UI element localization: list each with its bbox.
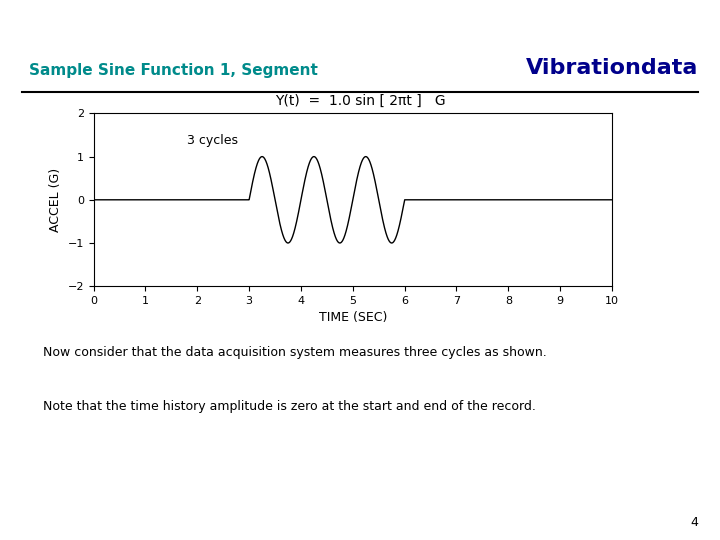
Y-axis label: ACCEL (G): ACCEL (G) xyxy=(49,168,62,232)
Text: Now consider that the data acquisition system measures three cycles as shown.: Now consider that the data acquisition s… xyxy=(43,346,547,359)
Text: Y(t)  =  1.0 sin [ 2πt ]   G: Y(t) = 1.0 sin [ 2πt ] G xyxy=(275,94,445,108)
Text: 3 cycles: 3 cycles xyxy=(187,134,238,147)
Text: Note that the time history amplitude is zero at the start and end of the record.: Note that the time history amplitude is … xyxy=(43,400,536,413)
X-axis label: TIME (SEC): TIME (SEC) xyxy=(319,312,387,325)
Text: Vibrationdata: Vibrationdata xyxy=(526,58,698,78)
Text: 4: 4 xyxy=(690,516,698,529)
Text: Sample Sine Function 1, Segment: Sample Sine Function 1, Segment xyxy=(29,63,318,78)
